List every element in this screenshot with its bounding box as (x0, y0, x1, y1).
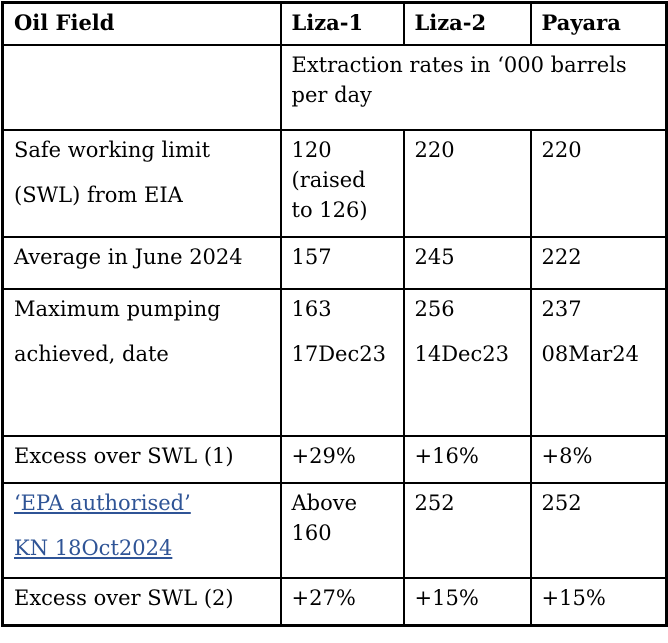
col-header-oil-field: Oil Field (1, 1, 282, 46)
cell-text: 14Dec23 (414, 341, 509, 366)
cell-text: 08Mar24 (541, 341, 640, 366)
col-header-liza1: Liza-1 (279, 1, 405, 46)
row-label-cell-maximum: Maximum pumping achieved, date (1, 287, 282, 437)
row-label-text: Safe working limit (14, 137, 211, 162)
cell-text: 252 (541, 490, 582, 515)
oil-fields-table: Oil Field Liza-1 Liza-2 Payara Extractio… (1, 1, 668, 627)
row-label-cell-average: Average in June 2024 (1, 235, 282, 290)
row-label-text: Maximum pumping (14, 296, 221, 321)
row-label-cell-swl: Safe working limit (SWL) from EIA (1, 128, 282, 238)
table-row-excess-2: Excess over SWL (2) +27% +15% +15% (1, 576, 668, 627)
cell-text: 256 (414, 296, 455, 321)
row-label-text: Excess over SWL (1) (14, 443, 234, 468)
cell-maximum-payara: 237 08Mar24 (529, 287, 668, 437)
cell-text: 237 (541, 296, 582, 321)
cell-epa-payara: 252 (529, 481, 668, 579)
cell-text: 163 (291, 296, 332, 321)
col-header-payara-label: Payara (541, 10, 621, 35)
col-header-liza2-label: Liza-2 (414, 10, 487, 35)
cell-average-liza1: 157 (279, 235, 405, 290)
cell-swl-liza1: 120 (raised to 126) (279, 128, 405, 238)
units-row: Extraction rates in ‘000 barrels per day (1, 43, 668, 131)
col-header-liza1-label: Liza-1 (291, 10, 364, 35)
cell-excess2-liza1: +27% (279, 576, 405, 627)
table-row-epa-authorised: ‘EPA authorised’ KN 18Oct2024 Above 160 … (1, 481, 668, 579)
table-row-average: Average in June 2024 157 245 222 (1, 235, 668, 290)
cell-text: 220 (414, 137, 455, 162)
epa-authorised-link[interactable]: ‘EPA authorised’ (14, 490, 191, 515)
cell-text: +29% (291, 443, 356, 468)
units-row-empty-cell (1, 43, 282, 131)
cell-maximum-liza2: 256 14Dec23 (402, 287, 532, 437)
cell-text: 245 (414, 244, 455, 269)
table-row-maximum: Maximum pumping achieved, date 163 17Dec… (1, 287, 668, 437)
cell-excess2-liza2: +15% (402, 576, 532, 627)
row-label-text: (SWL) from EIA (14, 182, 183, 207)
cell-text: 157 (291, 244, 332, 269)
cell-text: 222 (541, 244, 582, 269)
cell-text: +27% (291, 585, 356, 610)
cell-excess2-payara: +15% (529, 576, 668, 627)
row-label-text: KN 18Oct2024 (14, 533, 274, 563)
col-header-liza2: Liza-2 (402, 1, 532, 46)
cell-text: +16% (414, 443, 479, 468)
row-label-cell-excess-1: Excess over SWL (1) (1, 434, 282, 484)
cell-swl-payara: 220 (529, 128, 668, 238)
cell-text: +15% (541, 585, 606, 610)
units-note-cell: Extraction rates in ‘000 barrels per day (279, 43, 668, 131)
row-label-text: achieved, date (14, 341, 169, 366)
cell-text: 220 (541, 137, 582, 162)
row-label-text: Average in June 2024 (14, 244, 243, 269)
cell-text: 120 (raised to 126) (291, 137, 368, 223)
table-row-swl: Safe working limit (SWL) from EIA 120 (r… (1, 128, 668, 238)
cell-text: Above 160 (291, 490, 358, 545)
cell-text: +8% (541, 443, 593, 468)
epa-authorised-date-link[interactable]: KN 18Oct2024 (14, 535, 173, 560)
cell-text: 17Dec23 (291, 341, 386, 366)
cell-excess1-payara: +8% (529, 434, 668, 484)
row-label-text: Excess over SWL (2) (14, 585, 234, 610)
cell-swl-liza2: 220 (402, 128, 532, 238)
cell-excess1-liza2: +16% (402, 434, 532, 484)
cell-epa-liza2: 252 (402, 481, 532, 579)
row-label-cell-excess-2: Excess over SWL (2) (1, 576, 282, 627)
row-label-text: ‘EPA authorised’ (14, 488, 274, 518)
table-row-excess-1: Excess over SWL (1) +29% +16% +8% (1, 434, 668, 484)
col-header-oil-field-label: Oil Field (14, 10, 115, 35)
header-row: Oil Field Liza-1 Liza-2 Payara (1, 1, 668, 46)
cell-maximum-liza1: 163 17Dec23 (279, 287, 405, 437)
cell-average-liza2: 245 (402, 235, 532, 290)
cell-excess1-liza1: +29% (279, 434, 405, 484)
cell-text: +15% (414, 585, 479, 610)
cell-average-payara: 222 (529, 235, 668, 290)
col-header-payara: Payara (529, 1, 668, 46)
row-label-cell-epa: ‘EPA authorised’ KN 18Oct2024 (1, 481, 282, 579)
cell-text: 252 (414, 490, 455, 515)
units-note-text: Extraction rates in ‘000 barrels per day (291, 52, 627, 107)
cell-epa-liza1: Above 160 (279, 481, 405, 579)
